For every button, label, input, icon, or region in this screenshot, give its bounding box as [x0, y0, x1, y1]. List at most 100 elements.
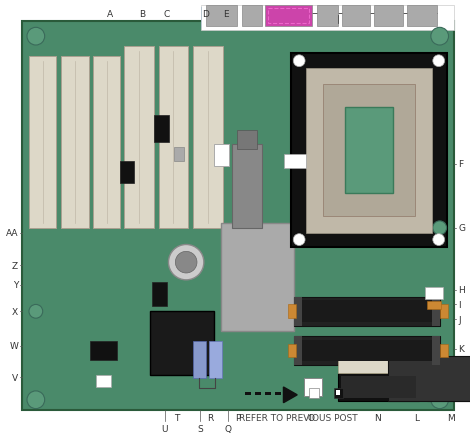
Bar: [154, 116, 170, 143]
Text: Y: Y: [13, 281, 18, 290]
Bar: [338, 373, 419, 401]
Text: D: D: [202, 11, 209, 19]
Bar: [214, 145, 229, 166]
Bar: [265, 6, 312, 27]
Polygon shape: [283, 387, 297, 403]
Circle shape: [27, 28, 45, 46]
Bar: [124, 47, 154, 228]
Bar: [338, 356, 419, 373]
Bar: [274, 392, 281, 395]
Bar: [220, 223, 294, 331]
Bar: [201, 8, 455, 29]
Bar: [309, 388, 319, 398]
Bar: [201, 6, 455, 31]
Bar: [334, 388, 343, 398]
Text: V: V: [12, 373, 18, 382]
Circle shape: [433, 56, 445, 67]
Bar: [96, 375, 111, 387]
Text: I: I: [458, 300, 461, 309]
Bar: [193, 47, 222, 228]
Text: R: R: [208, 413, 214, 421]
Bar: [90, 341, 118, 360]
Bar: [346, 108, 392, 194]
Text: Z: Z: [12, 261, 18, 270]
Text: M: M: [447, 413, 456, 421]
Text: A: A: [107, 11, 113, 19]
Bar: [245, 392, 251, 395]
Text: N: N: [374, 413, 381, 421]
Bar: [298, 301, 436, 322]
Text: AA: AA: [6, 229, 18, 238]
Text: U: U: [161, 424, 168, 433]
Bar: [427, 302, 441, 310]
Bar: [317, 6, 338, 27]
Bar: [265, 392, 271, 395]
Bar: [374, 6, 403, 27]
Text: E: E: [223, 11, 228, 19]
Bar: [292, 54, 447, 248]
Bar: [61, 57, 89, 228]
Bar: [242, 6, 262, 27]
Bar: [298, 340, 436, 362]
Bar: [336, 390, 340, 395]
Bar: [342, 6, 370, 27]
Bar: [159, 47, 188, 228]
Circle shape: [431, 28, 448, 46]
Bar: [120, 162, 134, 183]
Circle shape: [293, 56, 305, 67]
Circle shape: [433, 221, 447, 235]
Bar: [427, 373, 474, 401]
Bar: [237, 130, 257, 150]
Bar: [407, 6, 437, 27]
Bar: [304, 378, 322, 396]
Bar: [323, 85, 415, 216]
Circle shape: [433, 234, 445, 246]
Circle shape: [27, 391, 45, 409]
Bar: [341, 376, 416, 398]
Bar: [288, 305, 296, 318]
Bar: [440, 344, 447, 358]
Text: G: G: [458, 224, 465, 233]
Bar: [440, 305, 447, 318]
Bar: [432, 297, 440, 326]
Bar: [255, 392, 261, 395]
Text: B: B: [139, 11, 145, 19]
Bar: [232, 145, 262, 228]
Text: L: L: [415, 413, 419, 421]
Text: T: T: [173, 413, 179, 421]
Text: REFER TO PREVIOUS POST: REFER TO PREVIOUS POST: [238, 413, 357, 422]
Text: W: W: [9, 341, 18, 350]
Text: S: S: [197, 424, 203, 433]
Bar: [432, 336, 440, 366]
Circle shape: [431, 391, 448, 409]
Bar: [294, 336, 302, 366]
Text: F: F: [458, 160, 464, 169]
Bar: [193, 341, 206, 378]
Bar: [93, 57, 120, 228]
Text: Q: Q: [225, 424, 232, 433]
Circle shape: [175, 252, 197, 273]
Bar: [284, 155, 306, 169]
Text: K: K: [458, 344, 464, 353]
Bar: [152, 282, 166, 307]
Bar: [306, 68, 432, 233]
Circle shape: [293, 234, 305, 246]
Bar: [294, 297, 302, 326]
Bar: [209, 341, 221, 378]
Bar: [174, 148, 184, 162]
Text: H: H: [458, 286, 465, 294]
Bar: [294, 297, 440, 326]
Bar: [206, 6, 237, 27]
Circle shape: [168, 245, 204, 280]
Bar: [29, 57, 56, 228]
Bar: [268, 9, 309, 25]
Bar: [288, 344, 296, 358]
Text: X: X: [12, 307, 18, 316]
Bar: [150, 311, 214, 375]
Circle shape: [29, 305, 43, 318]
Text: O: O: [308, 413, 314, 421]
Text: J: J: [458, 315, 461, 324]
Text: P: P: [236, 413, 241, 421]
Text: C: C: [164, 11, 170, 19]
Bar: [22, 22, 455, 410]
